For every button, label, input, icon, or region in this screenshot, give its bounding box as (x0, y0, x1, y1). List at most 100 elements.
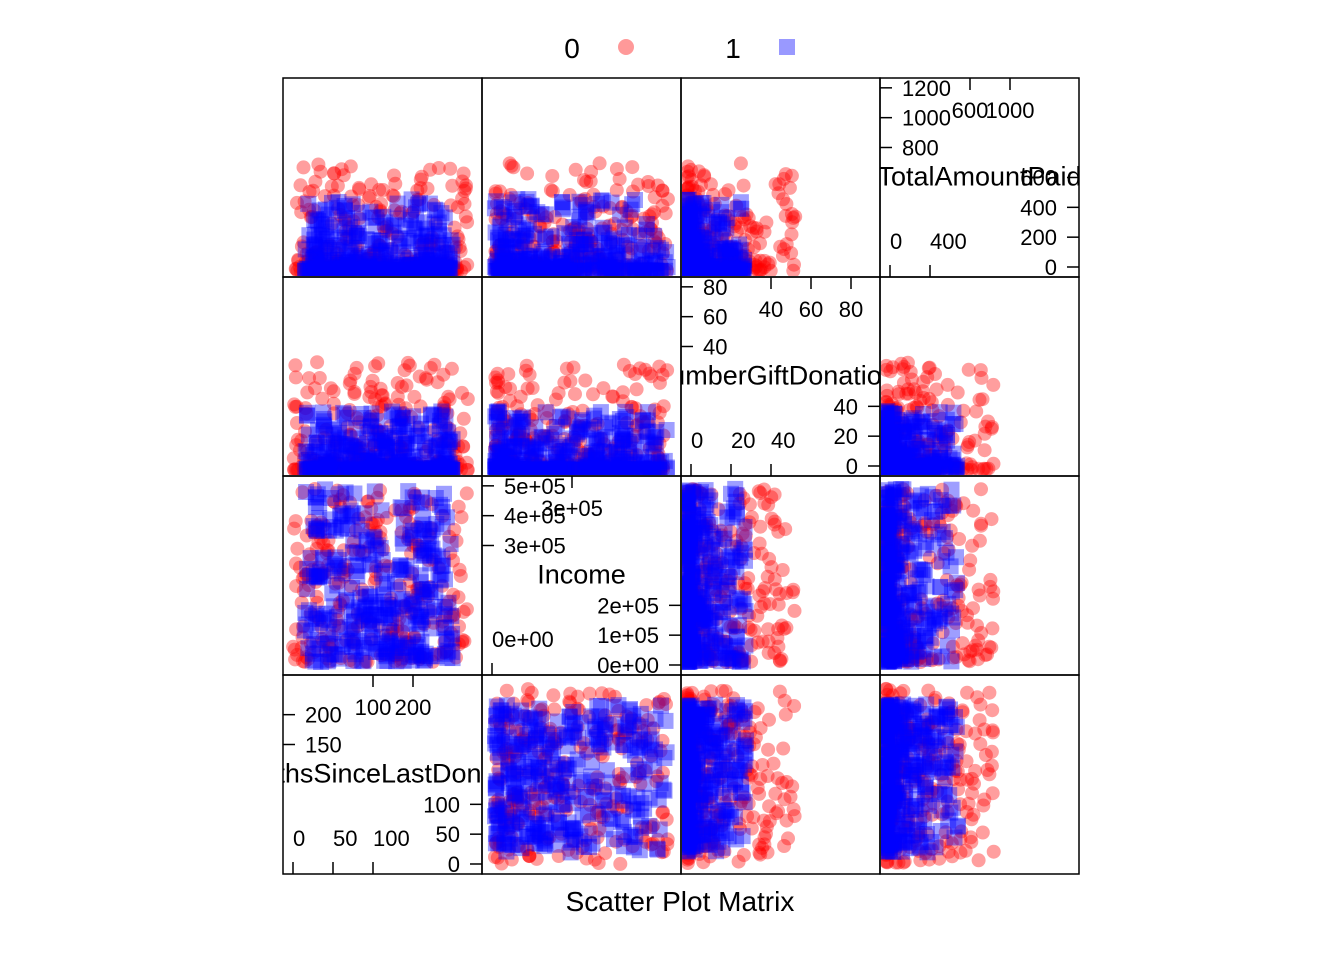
point-class-1 (315, 549, 331, 566)
point-class-0 (973, 363, 988, 378)
point-class-1 (419, 580, 436, 597)
point-class-1 (682, 243, 697, 260)
point-class-0 (724, 264, 739, 276)
point-class-1 (580, 422, 597, 439)
point-class-0 (605, 389, 620, 404)
point-class-0 (682, 620, 696, 635)
point-class-0 (371, 238, 386, 252)
point-class-1 (682, 252, 696, 269)
point-class-0 (299, 246, 314, 261)
point-class-0 (413, 649, 428, 664)
point-class-0 (495, 399, 510, 414)
point-class-0 (682, 235, 694, 250)
point-class-1 (685, 262, 702, 276)
point-class-0 (439, 257, 454, 272)
point-class-0 (762, 597, 777, 612)
point-class-0 (701, 553, 716, 568)
point-class-0 (972, 392, 987, 407)
point-class-1 (407, 434, 424, 451)
point-class-0 (305, 524, 320, 539)
point-class-0 (693, 252, 708, 267)
point-class-0 (737, 263, 752, 276)
point-class-0 (682, 225, 695, 240)
point-class-0 (697, 168, 711, 183)
point-class-0 (368, 359, 383, 374)
point-class-1 (683, 551, 700, 568)
point-class-1 (331, 217, 348, 234)
point-class-0 (393, 654, 408, 669)
point-class-1 (326, 421, 343, 438)
point-class-1 (310, 213, 327, 230)
point-class-1 (889, 636, 906, 652)
point-class-0 (330, 483, 345, 498)
point-class-0 (288, 358, 303, 373)
point-class-1 (682, 231, 695, 248)
point-class-0 (682, 231, 697, 246)
point-class-1 (559, 460, 576, 475)
point-class-0 (432, 462, 447, 475)
point-class-0 (881, 426, 895, 441)
point-class-0 (787, 603, 802, 618)
point-class-1 (491, 261, 508, 276)
point-class-0 (888, 437, 902, 452)
point-class-0 (943, 461, 957, 475)
point-class-0 (407, 631, 422, 645)
point-class-1 (440, 440, 457, 457)
point-class-1 (417, 238, 434, 255)
point-class-1 (907, 418, 924, 435)
point-class-0 (893, 508, 908, 523)
point-class-0 (447, 522, 462, 537)
point-class-0 (586, 187, 601, 202)
point-class-0 (379, 628, 393, 643)
point-class-1 (436, 209, 453, 226)
point-class-0 (883, 460, 898, 475)
point-class-0 (682, 180, 696, 195)
point-class-1 (418, 259, 435, 276)
point-class-0 (759, 215, 774, 230)
point-class-0 (753, 519, 768, 534)
point-class-1 (434, 458, 451, 475)
point-class-0 (641, 175, 656, 189)
point-class-1 (641, 252, 658, 269)
point-class-0 (300, 385, 315, 400)
point-class-1 (735, 262, 752, 276)
point-class-0 (390, 624, 405, 638)
point-class-1 (344, 638, 360, 655)
point-class-1 (433, 558, 450, 574)
point-class-0 (293, 443, 307, 458)
point-class-1 (328, 454, 345, 471)
point-class-1 (381, 624, 398, 641)
point-class-0 (692, 242, 707, 257)
point-class-1 (682, 554, 696, 571)
point-class-0 (924, 448, 939, 463)
point-class-0 (682, 640, 694, 654)
point-class-0 (379, 263, 394, 276)
point-class-0 (491, 252, 506, 266)
point-class-1 (410, 613, 427, 630)
point-class-1 (683, 259, 700, 276)
point-class-0 (731, 651, 746, 666)
point-class-0 (295, 485, 310, 500)
point-class-0 (738, 517, 753, 532)
point-class-0 (493, 204, 508, 219)
point-class-1 (334, 505, 351, 522)
point-class-1 (642, 434, 659, 451)
point-class-0 (373, 203, 388, 218)
point-class-1 (910, 643, 927, 659)
point-class-0 (949, 460, 964, 475)
point-class-1 (728, 589, 745, 606)
point-class-1 (544, 262, 561, 276)
point-class-0 (424, 497, 439, 512)
point-class-0 (909, 399, 924, 414)
point-class-0 (342, 376, 357, 391)
point-class-0 (368, 515, 383, 530)
point-class-0 (315, 632, 330, 647)
point-class-0 (335, 593, 350, 608)
point-class-1 (561, 235, 578, 252)
point-class-1 (401, 232, 418, 249)
point-class-0 (289, 579, 304, 594)
point-class-1 (658, 422, 675, 438)
point-class-1 (562, 461, 579, 475)
point-class-1 (419, 220, 436, 237)
point-class-1 (321, 258, 338, 275)
